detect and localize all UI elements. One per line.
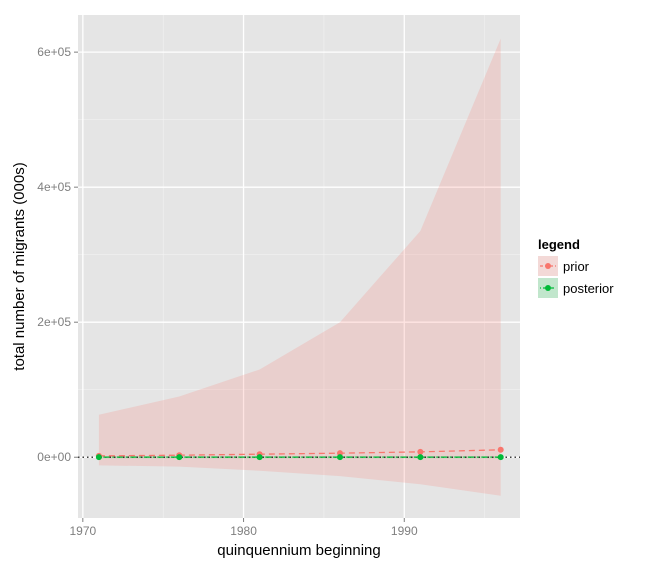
posterior-point: [95, 454, 102, 461]
x-tick-label: 1970: [69, 524, 96, 538]
legend-point-posterior: [545, 285, 551, 291]
posterior-point: [336, 454, 343, 461]
prior-point: [497, 446, 504, 453]
y-tick-label: 4e+05: [37, 180, 71, 194]
y-axis-title: total number of migrants (000s): [11, 162, 28, 370]
legend: legend prior posterior: [538, 237, 614, 298]
y-tick-label: 6e+05: [37, 45, 71, 59]
legend-point-prior: [545, 263, 551, 269]
posterior-point: [417, 454, 424, 461]
series-points: [95, 446, 504, 461]
x-tick-label: 1980: [230, 524, 257, 538]
prior-point: [417, 448, 424, 455]
y-tick-label: 2e+05: [37, 315, 71, 329]
series-lines: [98, 449, 501, 458]
y-axis: 0e+00 2e+05 4e+05 6e+05: [37, 45, 78, 464]
posterior-point: [497, 454, 504, 461]
x-tick-label: 1990: [391, 524, 418, 538]
legend-label-prior: prior: [563, 259, 590, 274]
plot-panel: [78, 15, 520, 518]
x-axis-title: quinquennium beginning: [217, 542, 380, 559]
prior-line: [98, 449, 501, 457]
posterior-point: [256, 454, 263, 461]
legend-label-posterior: posterior: [563, 281, 614, 296]
minor-gridlines: [78, 15, 520, 518]
legend-title: legend: [538, 237, 580, 252]
y-tick-label: 0e+00: [37, 450, 71, 464]
x-axis: 1970 1980 1990: [69, 518, 418, 538]
prior-interval-ribbon: [98, 38, 501, 496]
posterior-point: [176, 454, 183, 461]
